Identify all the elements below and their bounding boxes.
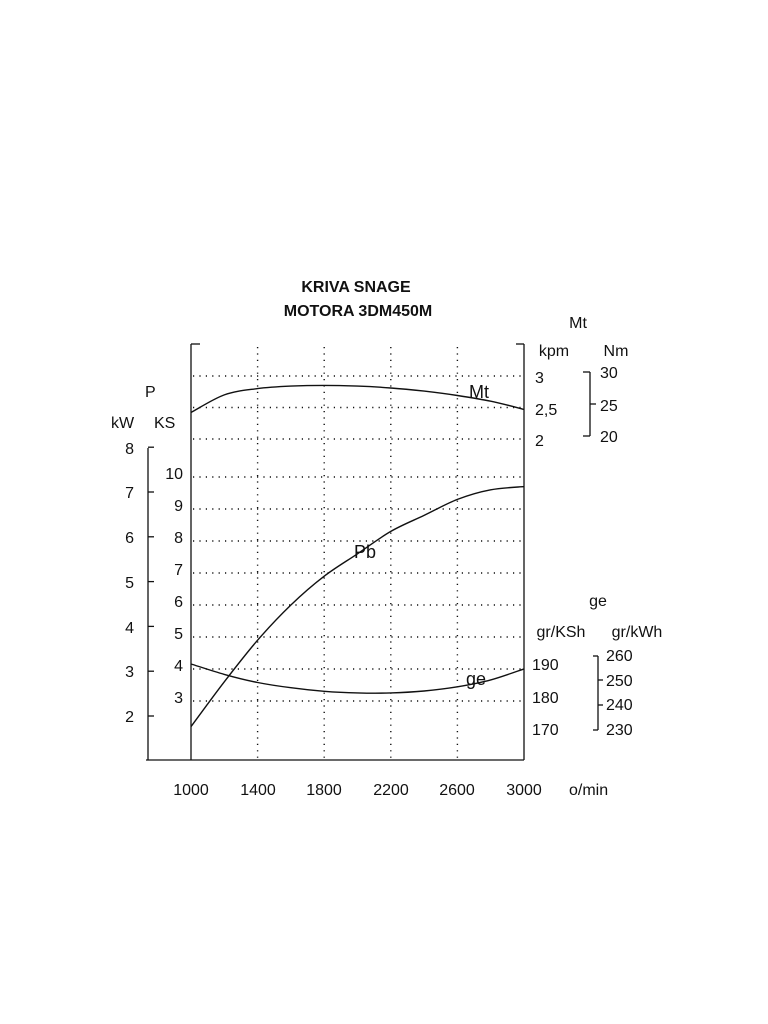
plot-frame xyxy=(146,343,525,761)
ge-series-label: ge xyxy=(466,669,486,689)
kwh-tick-label: 250 xyxy=(606,673,633,690)
nm-tick-label: 20 xyxy=(600,429,618,446)
kw-tick-label: 5 xyxy=(125,575,134,592)
ks-tick-label: 3 xyxy=(174,690,183,707)
x-tick-label: 1000 xyxy=(173,782,209,799)
kw-tick-label: 6 xyxy=(125,530,134,547)
kwh-tick-label: 260 xyxy=(606,648,633,665)
kw-tick-label: 8 xyxy=(125,441,134,458)
ksh-tick-label: 190 xyxy=(532,657,559,674)
ksh-tick-label: 180 xyxy=(532,690,559,707)
chart-title-line2: MOTORA 3DM450M xyxy=(284,303,432,320)
nm-tick-label: 25 xyxy=(600,398,618,415)
pb-power-curve xyxy=(190,485,525,728)
kpm-tick-label: 3 xyxy=(535,370,544,387)
kw-tick-label: 2 xyxy=(125,709,134,726)
kwh-tick-label: 240 xyxy=(606,697,633,714)
kw-axis-unit: kW xyxy=(111,415,135,432)
ks-tick-label: 6 xyxy=(174,594,183,611)
chart-title-line1: KRIVA SNAGE xyxy=(301,279,411,296)
ks-tick-label: 7 xyxy=(174,562,183,579)
ks-tick-label: 5 xyxy=(174,626,183,643)
ge-consumption-curve xyxy=(190,663,525,694)
consumption-axis-symbol: ge xyxy=(589,593,607,610)
kwh-axis-unit: gr/kWh xyxy=(612,624,663,641)
mt-torque-curve xyxy=(190,384,525,414)
ks-tick-label: 10 xyxy=(165,466,183,483)
ks-axis-unit: KS xyxy=(154,415,175,432)
ksh-axis-unit: gr/KSh xyxy=(537,624,586,641)
x-tick-label: 1400 xyxy=(240,782,276,799)
nm-scale-bracket xyxy=(583,371,596,437)
torque-axis-symbol: Mt xyxy=(569,315,587,332)
x-tick-label: 2600 xyxy=(439,782,475,799)
ks-tick-label: 8 xyxy=(174,530,183,547)
ksh-tick-label: 170 xyxy=(532,722,559,739)
kwh-scale-bracket xyxy=(593,655,603,731)
kw-tick-label: 7 xyxy=(125,485,134,502)
nm-tick-label: 30 xyxy=(600,365,618,382)
kpm-tick-label: 2,5 xyxy=(535,402,557,419)
kw-tick-label: 3 xyxy=(125,664,134,681)
nm-axis-unit: Nm xyxy=(604,343,629,360)
x-axis-unit: o/min xyxy=(569,782,608,799)
kw-tick-label: 4 xyxy=(125,620,134,637)
axis-ticks xyxy=(148,446,154,717)
ks-tick-label: 4 xyxy=(174,658,183,675)
kwh-tick-label: 230 xyxy=(606,722,633,739)
mt-series-label: Mt xyxy=(469,382,489,402)
pb-series-label: Pb xyxy=(354,542,376,562)
kpm-axis-unit: kpm xyxy=(539,343,569,360)
x-tick-label: 1800 xyxy=(306,782,342,799)
x-tick-label: 3000 xyxy=(506,782,542,799)
kpm-tick-label: 2 xyxy=(535,433,544,450)
ks-tick-label: 9 xyxy=(174,498,183,515)
power-axis-symbol: P xyxy=(145,384,156,401)
x-tick-label: 2200 xyxy=(373,782,409,799)
grid-lines xyxy=(193,347,522,758)
